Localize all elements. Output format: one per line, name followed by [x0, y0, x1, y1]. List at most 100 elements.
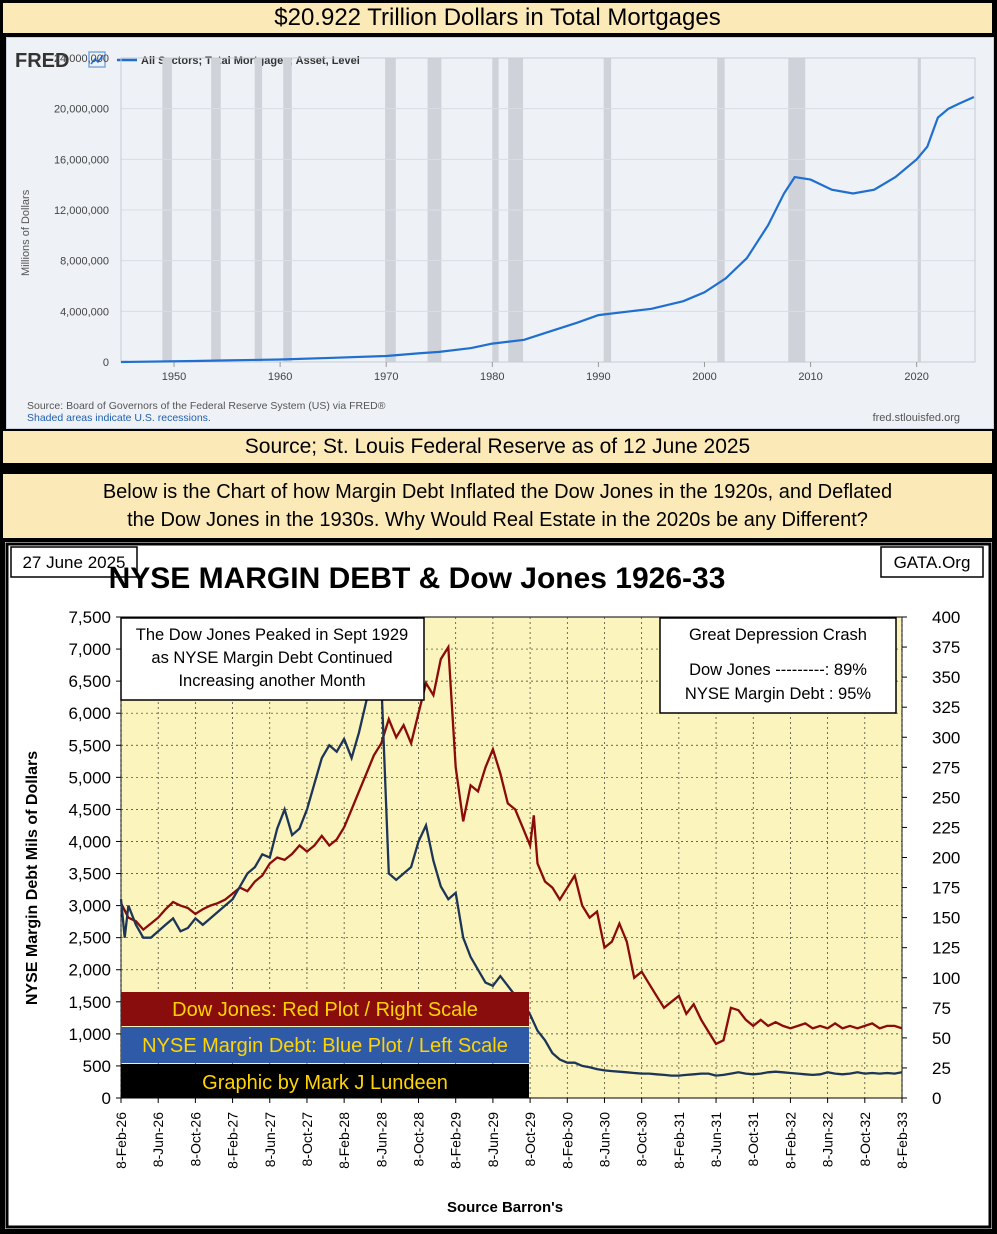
x-tick-label: 2020 [904, 371, 928, 383]
peak-annotation-box [120, 617, 425, 701]
left-tick-label: 7,500 [68, 608, 111, 627]
chart-legend: Dow Jones: Red Plot / Right Scale NYSE M… [121, 992, 529, 1098]
crash-annotation-dow: Dow Jones ---------: 89% [689, 661, 867, 679]
x-tick-label: 8-Jun-30 [596, 1112, 612, 1167]
x-tick-label: 8-Jun-27 [262, 1112, 278, 1167]
left-tick-label: 3,000 [68, 897, 111, 916]
x-tick-label: 8-Feb-30 [559, 1112, 575, 1169]
x-tick-label: 8-Oct-30 [634, 1112, 650, 1167]
peak-annotation-line-1: The Dow Jones Peaked in Sept 1929 [136, 626, 408, 644]
y-tick-label: 24,000,000 [54, 53, 109, 65]
fred-chart-icon [88, 51, 106, 68]
description-line-2: the Dow Jones in the 1930s. Why Would Re… [127, 509, 868, 531]
x-tick-label: 8-Jun-26 [150, 1112, 166, 1167]
crash-annotation-margin: NYSE Margin Debt : 95% [685, 685, 871, 703]
x-tick-label: 8-Jun-29 [485, 1112, 501, 1167]
fred-chart-panel: FRED All Sectors; Total Mortgages; Asset… [6, 37, 994, 429]
x-tick-label: 8-Feb-27 [225, 1112, 241, 1169]
right-tick-label: 200 [932, 849, 960, 868]
x-tick-label: 8-Oct-28 [411, 1112, 427, 1167]
y-tick-label: 4,000,000 [60, 306, 109, 318]
y-tick-label: 20,000,000 [54, 104, 109, 116]
x-tick-label: 8-Feb-26 [113, 1112, 129, 1169]
y-tick-label: 0 [103, 357, 109, 369]
x-tick-label: 2000 [692, 371, 716, 383]
right-tick-label: 275 [932, 758, 960, 777]
x-tick-label: 8-Feb-28 [336, 1112, 352, 1169]
right-tick-label: 100 [932, 969, 960, 988]
x-tick-label: 1960 [268, 371, 292, 383]
fred-recession-note[interactable]: Shaded areas indicate U.S. recessions. [27, 412, 211, 424]
left-tick-label: 500 [83, 1057, 111, 1076]
x-tick-label: 8-Oct-29 [522, 1112, 538, 1167]
legend-margin-box [121, 1027, 529, 1063]
right-tick-label: 350 [932, 668, 960, 687]
x-tick-label: 8-Feb-29 [448, 1112, 464, 1169]
crash-annotation-box [659, 617, 897, 714]
left-tick-label: 0 [102, 1089, 111, 1108]
left-tick-label: 2,000 [68, 961, 111, 980]
y-tick-label: 8,000,000 [60, 256, 109, 268]
peak-annotation-line-2: as NYSE Margin Debt Continued [151, 649, 392, 667]
left-tick-label: 1,500 [68, 993, 111, 1012]
x-tick-label: 8-Jun-28 [373, 1112, 389, 1167]
left-tick-label: 5,000 [68, 768, 111, 787]
y-tick-label: 16,000,000 [54, 154, 109, 166]
chart-title: NYSE MARGIN DEBT & Dow Jones 1926-33 [109, 562, 726, 595]
left-tick-label: 6,000 [68, 704, 111, 723]
fred-site-link[interactable]: fred.stlouisfed.org [873, 412, 960, 424]
site-box [880, 546, 984, 578]
right-tick-label: 250 [932, 788, 960, 807]
right-tick-label: 400 [932, 608, 960, 627]
right-tick-label: 175 [932, 879, 960, 898]
right-tick-label: 300 [932, 728, 960, 747]
source-caption: Source; St. Louis Federal Reserve as of … [3, 431, 992, 463]
x-tick-label: 8-Oct-27 [299, 1112, 315, 1167]
right-tick-label: 225 [932, 818, 960, 837]
fred-legend-label: All Sectors; Total Mortgages; Asset, Lev… [141, 55, 360, 67]
fred-chart: FRED All Sectors; Total Mortgages; Asset… [15, 50, 976, 424]
left-tick-label: 1,000 [68, 1025, 111, 1044]
right-tick-label: 75 [932, 999, 951, 1018]
x-tick-label: 8-Oct-32 [857, 1112, 873, 1167]
description-band: Below is the Chart of how Margin Debt In… [3, 474, 992, 538]
x-tick-label: 8-Jun-32 [820, 1112, 836, 1167]
left-tick-label: 7,000 [68, 640, 111, 659]
fred-series-line [120, 95, 975, 364]
legend-credit-label: Graphic by Mark J Lundeen [202, 1072, 448, 1094]
left-tick-label: 4,000 [68, 832, 111, 851]
date-label: 27 June 2025 [22, 553, 125, 572]
description-line-1: Below is the Chart of how Margin Debt In… [102, 481, 893, 503]
page-title: $20.922 Trillion Dollars in Total Mortga… [3, 3, 992, 33]
legend-dow-box [121, 992, 529, 1026]
x-tick-label: 8-Feb-32 [782, 1112, 798, 1169]
x-tick-label: 1950 [162, 371, 186, 383]
left-tick-label: 6,500 [68, 672, 111, 691]
right-tick-label: 0 [932, 1089, 941, 1108]
right-tick-label: 50 [932, 1029, 951, 1048]
date-box [10, 546, 138, 578]
x-tick-label: 1990 [586, 371, 610, 383]
peak-annotation-line-3: Increasing another Month [178, 672, 365, 690]
x-tick-label: 8-Jun-31 [708, 1112, 724, 1167]
legend-dow-label: Dow Jones: Red Plot / Right Scale [172, 999, 478, 1021]
x-tick-label: 8-Feb-33 [894, 1112, 910, 1169]
right-tick-label: 125 [932, 939, 960, 958]
right-tick-label: 150 [932, 909, 960, 928]
x-tick-label: 8-Oct-26 [187, 1112, 203, 1167]
left-axis-label: NYSE Margin Debt Mils of Dollars [24, 751, 41, 1005]
margin-debt-chart: 27 June 2025 NYSE MARGIN DEBT & Dow Jone… [5, 542, 992, 1229]
left-tick-label: 3,500 [68, 865, 111, 884]
margin-debt-series-line [119, 665, 903, 1077]
left-tick-label: 5,500 [68, 736, 111, 755]
left-tick-label: 4,500 [68, 800, 111, 819]
x-tick-label: 1980 [480, 371, 504, 383]
x-axis-label: Source Barron's [447, 1199, 563, 1216]
margin-debt-chart-panel: 27 June 2025 NYSE MARGIN DEBT & Dow Jone… [5, 542, 992, 1229]
crash-annotation-title: Great Depression Crash [689, 626, 867, 644]
legend-margin-label: NYSE Margin Debt: Blue Plot / Left Scale [142, 1035, 508, 1057]
left-tick-label: 2,500 [68, 929, 111, 948]
fred-source-text: Source: Board of Governors of the Federa… [27, 400, 386, 412]
y-tick-label: 12,000,000 [54, 205, 109, 217]
legend-credit-box [121, 1064, 529, 1098]
